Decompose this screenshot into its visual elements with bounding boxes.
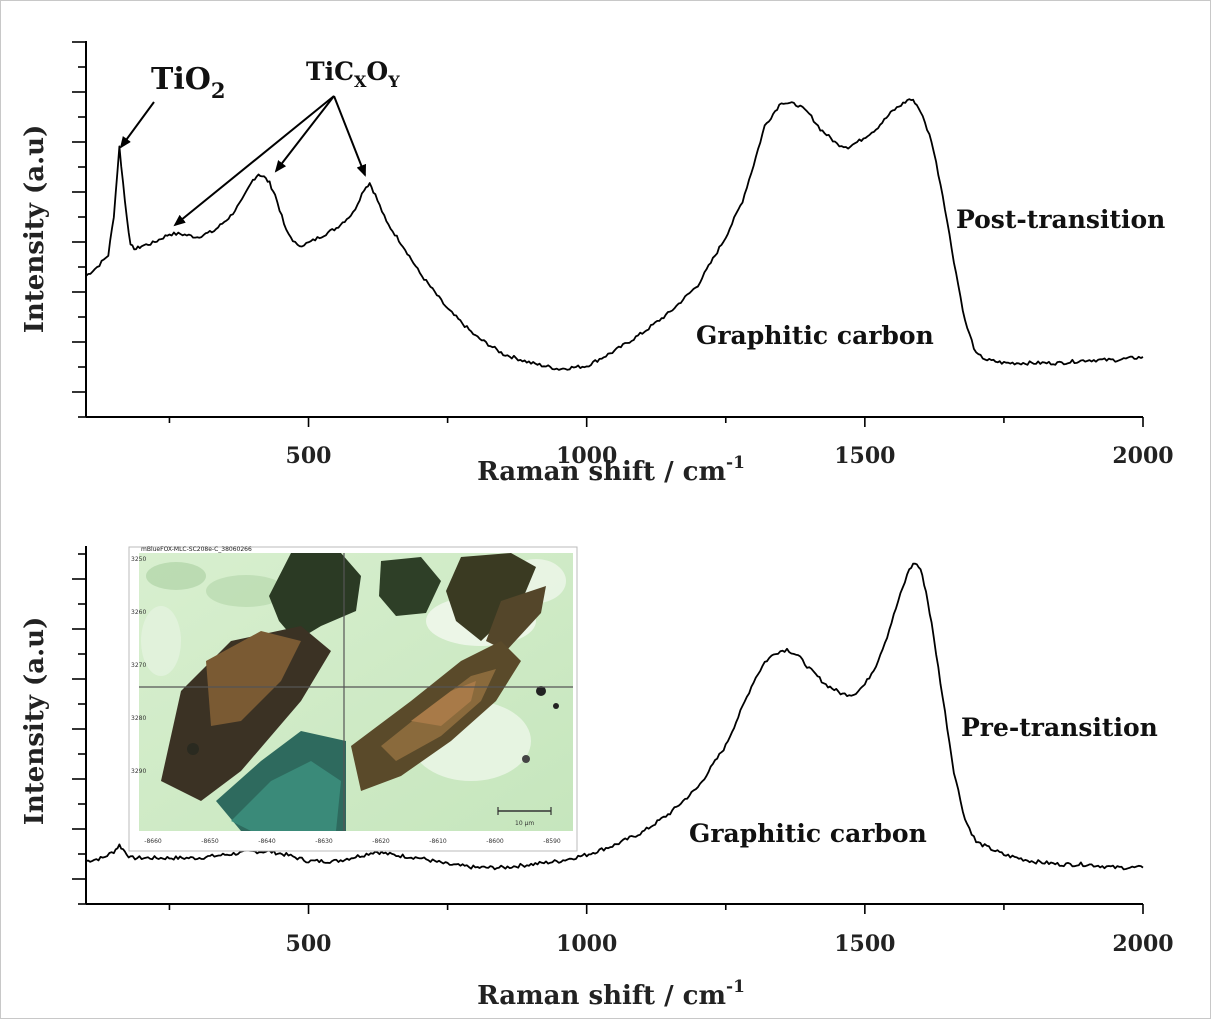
inset-x-tick-label: -8630 (315, 838, 333, 845)
annot-pre-transition: Pre-transition (961, 713, 1158, 742)
arrow-tio2 (119, 101, 155, 149)
top-x-ticks: 500 1000 1500 2000 (168, 417, 1174, 469)
top-x-axis-title: Raman shift / cm-1 (477, 453, 745, 487)
scale-bar-label: 10 µm (515, 820, 534, 827)
annot-graphitic-carbon-bottom: Graphitic carbon (689, 819, 927, 848)
inset-y-tick-label: 3260 (131, 609, 146, 616)
inset-x-tick-label: -8600 (486, 838, 504, 845)
inset-x-tick-label: -8640 (258, 838, 276, 845)
bottom-x-axis-title: Raman shift / cm-1 (477, 977, 745, 1011)
top-x-tick-label: 500 (286, 443, 332, 469)
inset-y-tick-label: 3250 (131, 556, 146, 563)
panel-post-transition: 500 1000 1500 2000 Raman shift / cm-1 Inten… (20, 41, 1174, 487)
panel-pre-transition: 500 1000 1500 2000 Raman shift / cm-1 Inten… (20, 546, 1174, 1011)
inset-x-ticks: -8660 -8650 -8640 -8630 -8620 -8610 -8600 -8590 (144, 838, 561, 845)
annot-post-transition: Post-transition (956, 205, 1165, 234)
top-y-axis-title: Intensity (a.u) (20, 125, 50, 334)
bottom-x-ticks: 500 1000 1500 2000 (168, 904, 1174, 957)
bottom-x-tick-label: 500 (286, 931, 332, 957)
bottom-x-tick-label: 1000 (556, 931, 617, 957)
micrograph-texture (141, 553, 566, 831)
inset-x-tick-label: -8660 (144, 838, 162, 845)
top-x-tick-label: 1000 (556, 443, 617, 469)
bottom-y-axis-title: Intensity (a.u) (20, 617, 50, 826)
inset-title: mBlueFOX-MLC-SC208e-C_38060266 (141, 546, 252, 553)
bottom-spectrum-line (85, 562, 1144, 871)
top-x-tick-label: 2000 (1112, 443, 1173, 469)
inset-x-tick-label: -8620 (372, 838, 390, 845)
arrow-ticxoy-3 (333, 95, 367, 177)
inset-y-ticks: 3250 3260 3270 3280 3290 (131, 556, 146, 775)
arrow-ticxoy-1 (173, 95, 335, 227)
annot-graphitic-carbon-top: Graphitic carbon (696, 321, 934, 350)
annot-tio2: TiO2 (151, 62, 225, 103)
inset-x-tick-label: -8590 (543, 838, 561, 845)
inset-y-tick-label: 3270 (131, 662, 146, 669)
inset-x-tick-label: -8650 (201, 838, 219, 845)
inset-y-tick-label: 3280 (131, 715, 146, 722)
top-spectrum-line (85, 98, 1144, 371)
bottom-x-tick-label: 1500 (834, 931, 895, 957)
bottom-x-tick-label: 2000 (1112, 931, 1173, 957)
micrograph-inset: 10 µm mBlueFOX-MLC-SC208e-C_38060266 325… (128, 546, 578, 852)
inset-x-tick-label: -8610 (429, 838, 447, 845)
bottom-y-ticks (72, 553, 86, 905)
top-x-tick-label: 1500 (834, 443, 895, 469)
arrow-ticxoy-2 (274, 95, 335, 173)
inset-y-tick-label: 3290 (131, 768, 146, 775)
top-y-ticks (72, 41, 86, 418)
annot-ticxoy: TiCXOY (306, 57, 400, 91)
